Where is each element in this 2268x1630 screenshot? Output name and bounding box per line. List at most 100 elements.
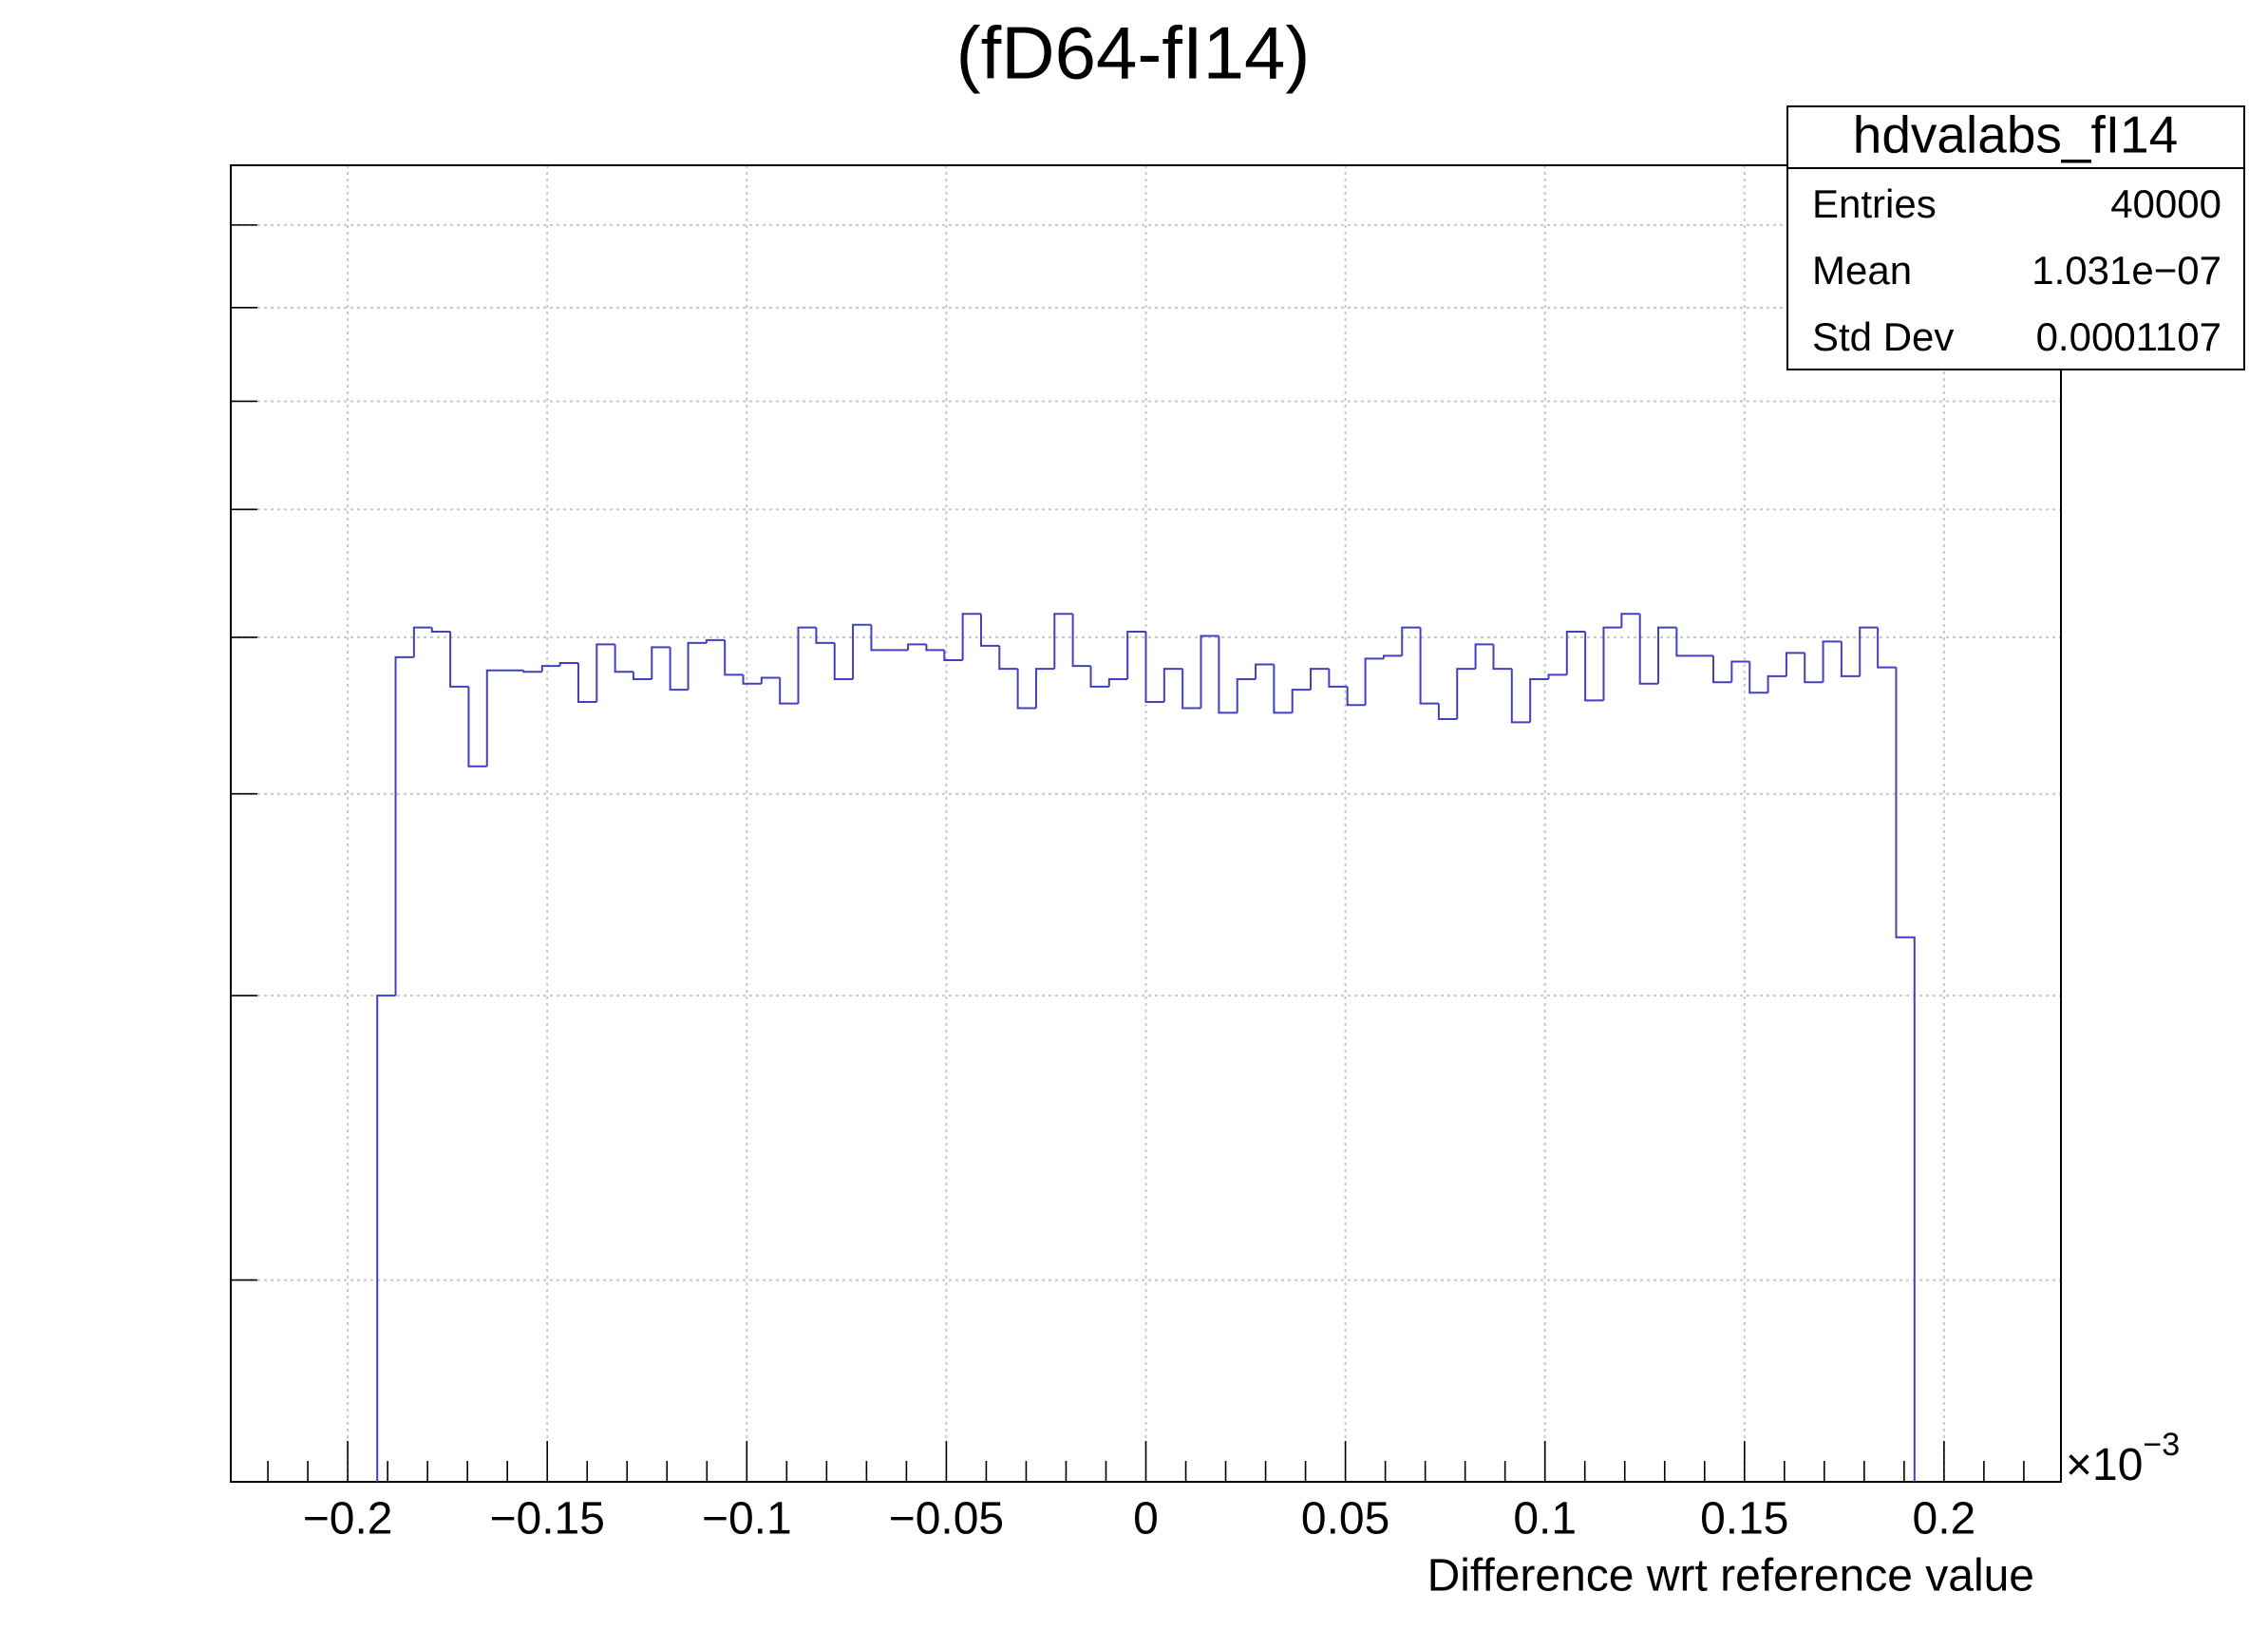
bar bbox=[522, 670, 542, 673]
bar bbox=[1712, 655, 1732, 684]
x-multiplier-base: ×10 bbox=[2066, 1440, 2143, 1490]
bar bbox=[430, 627, 451, 634]
bar bbox=[1364, 657, 1384, 706]
stats-label: Mean bbox=[1812, 248, 1912, 293]
bar bbox=[815, 627, 835, 644]
x-tick-label: 0.1 bbox=[1513, 1494, 1577, 1545]
bar bbox=[449, 632, 469, 688]
bar bbox=[1089, 666, 1109, 688]
bar bbox=[1162, 668, 1183, 702]
bar bbox=[1273, 664, 1293, 714]
bar bbox=[576, 663, 597, 703]
bar bbox=[1126, 631, 1146, 680]
bar bbox=[1071, 614, 1091, 668]
bar bbox=[1255, 663, 1275, 680]
bar bbox=[1895, 667, 1916, 1482]
bar bbox=[1310, 668, 1330, 691]
bar bbox=[412, 626, 432, 657]
bar bbox=[614, 644, 633, 673]
bar bbox=[1034, 668, 1055, 709]
bar bbox=[1804, 653, 1824, 684]
bar bbox=[1181, 669, 1201, 710]
bar bbox=[1053, 613, 1073, 670]
bar bbox=[1107, 678, 1128, 687]
bar bbox=[1016, 669, 1036, 710]
bar bbox=[979, 614, 1000, 647]
stats-value: 0.0001107 bbox=[2036, 314, 2221, 359]
plot-frame bbox=[230, 164, 2062, 1483]
bar bbox=[1401, 626, 1421, 656]
bar bbox=[1767, 674, 1786, 693]
x-axis-label: Difference wrt reference value bbox=[1427, 1551, 2034, 1602]
x-multiplier-exponent: −3 bbox=[2143, 1427, 2180, 1463]
bar bbox=[852, 623, 872, 680]
bar bbox=[1328, 669, 1348, 688]
bar bbox=[1730, 660, 1750, 683]
stats-title: hdvalabs_fI14 bbox=[1853, 105, 2179, 164]
bar bbox=[1382, 654, 1403, 659]
bar bbox=[1877, 627, 1897, 669]
x-tick-label: 0.2 bbox=[1913, 1494, 1976, 1545]
bar bbox=[1456, 668, 1476, 719]
stats-box: hdvalabs_fI14 Entries 40000 Mean 1.031e−07 S… bbox=[1786, 105, 2245, 370]
x-tick-label: 0.05 bbox=[1301, 1494, 1389, 1545]
bar bbox=[485, 669, 506, 767]
x-tick-label: −0.2 bbox=[303, 1494, 393, 1545]
bar bbox=[1144, 632, 1164, 703]
x-tick-label: 0.15 bbox=[1700, 1494, 1788, 1545]
bar bbox=[870, 624, 890, 652]
x-tick-label: −0.15 bbox=[489, 1494, 604, 1545]
bar bbox=[1840, 641, 1861, 677]
bar bbox=[632, 672, 652, 681]
bar bbox=[1584, 632, 1604, 702]
bar bbox=[1437, 703, 1458, 720]
bar bbox=[961, 613, 981, 660]
bar bbox=[1657, 626, 1677, 684]
bar bbox=[907, 643, 927, 651]
stats-value: 40000 bbox=[2110, 181, 2221, 226]
bar bbox=[705, 638, 726, 643]
x-tick-label: −0.1 bbox=[702, 1494, 792, 1545]
bar bbox=[1602, 626, 1622, 701]
bar bbox=[1822, 640, 1842, 683]
histogram bbox=[376, 613, 1916, 1482]
bar bbox=[1510, 669, 1531, 724]
bar bbox=[925, 644, 945, 652]
stats-frame bbox=[1786, 105, 2245, 370]
x-multiplier: ×10−3 bbox=[2066, 1427, 2180, 1490]
bar bbox=[742, 674, 762, 685]
bar bbox=[394, 655, 414, 996]
bar bbox=[724, 639, 744, 676]
bar bbox=[1565, 631, 1586, 675]
bar bbox=[687, 641, 707, 691]
bar bbox=[1859, 626, 1879, 676]
bar bbox=[1346, 686, 1366, 707]
bar bbox=[1785, 652, 1805, 676]
bar bbox=[1474, 643, 1494, 670]
bar bbox=[833, 642, 854, 681]
bar bbox=[1620, 613, 1640, 628]
bar bbox=[558, 662, 578, 667]
bar bbox=[998, 645, 1018, 671]
bar bbox=[943, 650, 963, 661]
stats-value: 1.031e−07 bbox=[2032, 248, 2221, 293]
bar bbox=[467, 686, 487, 768]
bar bbox=[1200, 635, 1219, 709]
bar bbox=[1547, 673, 1567, 680]
bar bbox=[540, 665, 560, 673]
axes: −0.2 −0.15 −0.1 −0.05 0 0.05 0.1 0.15 0.2 bbox=[230, 164, 2062, 1545]
bar bbox=[779, 677, 799, 705]
stats-label: Std Dev bbox=[1812, 314, 1954, 359]
bar bbox=[1748, 661, 1768, 694]
bar bbox=[797, 626, 817, 704]
bar bbox=[760, 676, 781, 684]
bar bbox=[1492, 644, 1512, 671]
chart-title: (fD64-fI14) bbox=[956, 11, 1311, 95]
bar bbox=[1675, 627, 1695, 657]
bar bbox=[595, 643, 615, 702]
grid bbox=[231, 165, 2061, 1482]
bar bbox=[669, 647, 689, 692]
bar bbox=[1236, 678, 1257, 713]
bar bbox=[1419, 627, 1439, 705]
